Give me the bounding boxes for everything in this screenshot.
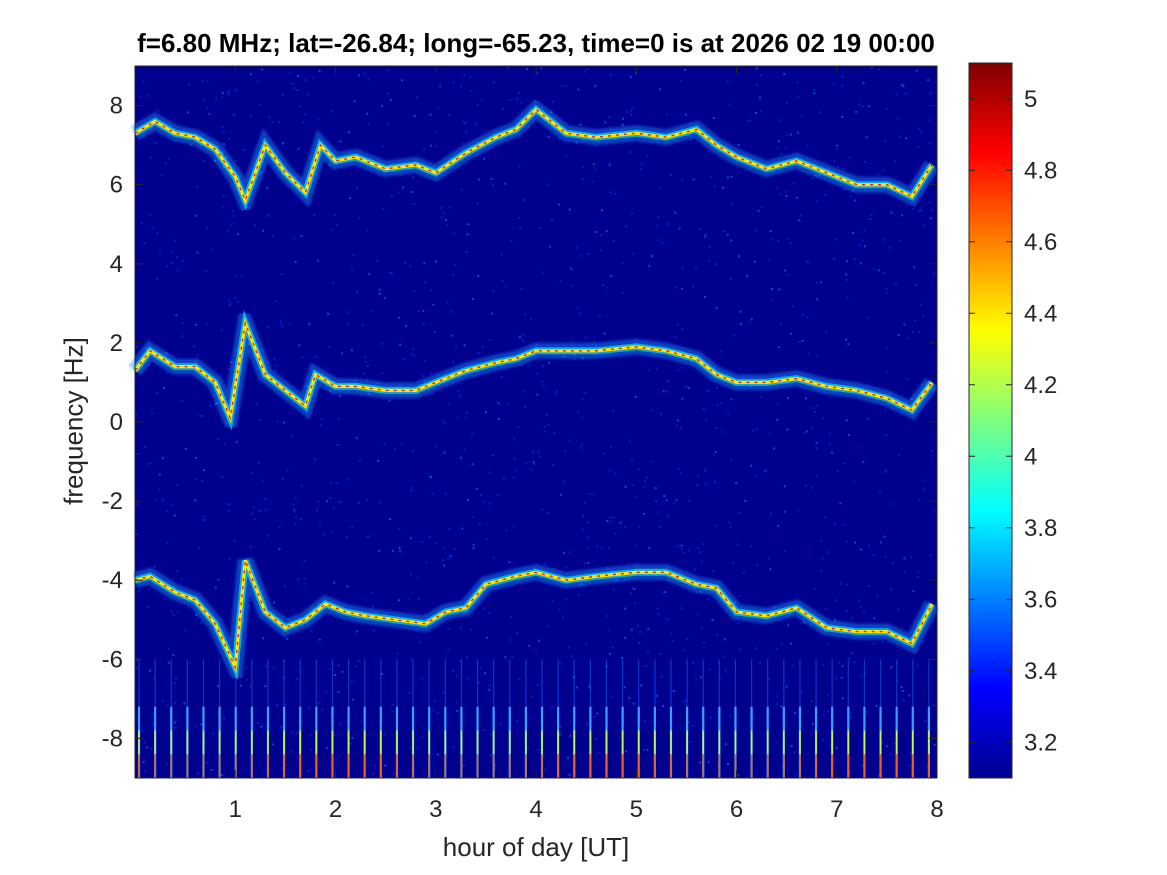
x-tick-label: 3: [429, 796, 442, 823]
colorbar-tick-label: 4: [1024, 443, 1037, 470]
chart-title: f=6.80 MHz; lat=-26.84; long=-65.23, tim…: [137, 28, 935, 58]
colorbar-tick-label: 4.2: [1024, 372, 1057, 399]
trace-2: [128, 292, 939, 447]
x-tick-label: 4: [529, 796, 542, 823]
y-tick-label: -8: [102, 725, 123, 752]
y-tick-label: 4: [110, 251, 123, 278]
colorbar-tick-label: 3.6: [1024, 586, 1057, 613]
colorbar-tick-label: 3.4: [1024, 658, 1057, 685]
y-tick-label: 8: [110, 93, 123, 120]
y-tick-label: 6: [110, 172, 123, 199]
y-axis-label: frequency [Hz]: [58, 337, 89, 505]
x-tick-label: 8: [930, 796, 943, 823]
x-tick-label: 5: [630, 796, 643, 823]
colorbar-tick-label: 4.6: [1024, 229, 1057, 256]
y-tick-label: 0: [110, 409, 123, 436]
x-tick-label: 1: [229, 796, 242, 823]
x-tick-label: 7: [830, 796, 843, 823]
y-tick-label: 2: [110, 330, 123, 357]
colorbar: [968, 62, 1013, 779]
colorbar-tick-label: 3.8: [1024, 515, 1057, 542]
y-tick-label: -6: [102, 646, 123, 673]
x-tick-label: 2: [329, 796, 342, 823]
trace-1: [130, 98, 939, 223]
colorbar-tick-label: 3.2: [1024, 729, 1057, 756]
plot-area: [135, 66, 937, 778]
colorbar-tick-label: 4.4: [1024, 300, 1057, 327]
vertical-stripes: [137, 659, 930, 778]
trace-3: [132, 557, 940, 698]
colorbar-tick-label: 4.8: [1024, 157, 1057, 184]
y-tick-label: -4: [102, 567, 123, 594]
y-tick-label: -2: [102, 488, 123, 515]
colorbar-tick-label: 5: [1024, 86, 1037, 113]
x-tick-label: 6: [730, 796, 743, 823]
x-axis-label: hour of day [UT]: [442, 832, 630, 862]
